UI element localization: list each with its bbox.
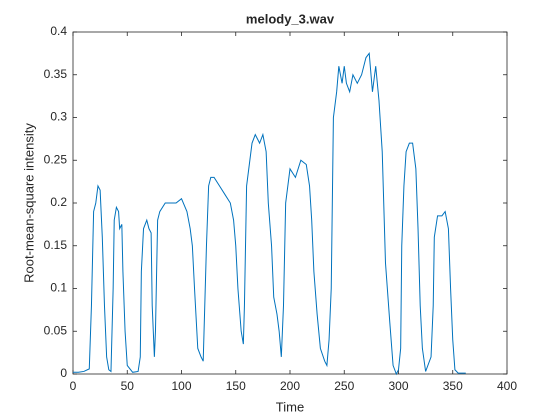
x-tick-label: 50 [121,379,135,393]
data-line [73,52,466,376]
y-tick-label: 0.05 [44,323,68,337]
x-tick-label: 350 [443,379,463,393]
x-tick-label: 400 [497,379,517,393]
y-tick-label: 0.15 [44,238,68,252]
y-tick-label: 0.1 [50,281,67,295]
x-tick-label: 250 [334,379,354,393]
y-tick-label: 0 [60,366,67,380]
x-tick-label: 200 [280,379,300,393]
y-tick-label: 0.3 [50,110,67,124]
y-tick-label: 0.4 [50,24,67,38]
plot-area [72,31,508,375]
y-tick-label: 0.25 [44,152,68,166]
x-tick-label: 150 [226,379,246,393]
x-tick-label: 0 [70,379,77,393]
chart-title: melody_3.wav [246,11,335,26]
x-axis-label: Time [276,399,304,414]
y-tick-label: 0.2 [50,195,67,209]
y-axis-label: Root-mean-square intensity [21,123,36,283]
x-tick-label: 300 [388,379,408,393]
x-tick-label: 100 [171,379,191,393]
y-tick-label: 0.35 [44,67,68,81]
